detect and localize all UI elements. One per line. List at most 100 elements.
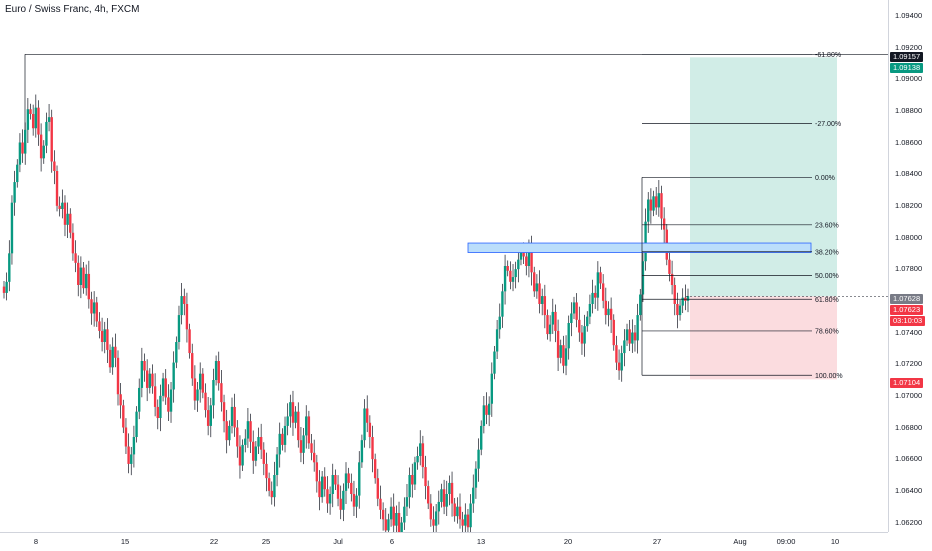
- candle: [620, 345, 623, 382]
- candle-body: [681, 297, 684, 306]
- candle: [400, 516, 403, 532]
- candle: [74, 240, 77, 273]
- long-position-tool: [690, 57, 837, 380]
- candle-body: [411, 475, 414, 485]
- candle: [273, 461, 276, 507]
- candle-body: [678, 305, 682, 316]
- candle-body: [39, 134, 43, 159]
- candle-body: [416, 456, 419, 463]
- candle: [108, 344, 112, 373]
- candle-body: [472, 487, 475, 504]
- candle: [678, 300, 682, 321]
- candle-body: [461, 519, 464, 526]
- candle: [639, 288, 642, 321]
- candle: [540, 288, 544, 316]
- candle: [636, 303, 639, 354]
- candle: [469, 494, 472, 532]
- candle: [543, 284, 547, 329]
- candle: [61, 189, 64, 219]
- candle: [601, 274, 605, 309]
- candle: [143, 353, 146, 382]
- candle: [151, 364, 154, 394]
- candle-body: [556, 330, 560, 358]
- price-tick: 1.08400: [895, 169, 923, 179]
- price-tag-target: 1.09157: [890, 52, 924, 62]
- candle-body: [376, 478, 380, 499]
- candle-body: [61, 202, 64, 209]
- candle: [644, 208, 647, 271]
- candle: [259, 423, 263, 460]
- candle-body: [530, 247, 533, 273]
- price-chart[interactable]: -61.80% -27.00% 0.00% 23.60% 38.20% 50.00% 61.…: [0, 0, 888, 532]
- time-tick: 20: [563, 537, 573, 546]
- symbol-title[interactable]: Euro / Swiss Franc, 4h, FXCM: [5, 4, 140, 15]
- candle-body: [639, 294, 642, 316]
- candle: [185, 292, 189, 343]
- fib-level-label: -61.80%: [815, 52, 841, 59]
- candle-body: [50, 117, 53, 162]
- candle-body: [252, 441, 255, 461]
- candle-body: [657, 193, 661, 208]
- candle: [331, 463, 334, 508]
- trendlines: [24, 53, 888, 297]
- candle: [212, 368, 215, 419]
- candle-body: [318, 481, 321, 498]
- candle-body: [37, 107, 40, 135]
- candle-body: [347, 473, 350, 483]
- candle-body: [540, 296, 544, 304]
- candle-body: [636, 315, 639, 341]
- price-axis[interactable]: 1.09400 1.09200 1.09000 1.08800 1.08600 1.084…: [888, 0, 932, 532]
- candle-body: [230, 406, 234, 426]
- candle-body: [485, 405, 488, 415]
- candle-body: [464, 514, 467, 526]
- candle-body: [397, 513, 401, 532]
- candle-body: [448, 482, 451, 494]
- candle: [596, 261, 600, 311]
- candle-body: [69, 213, 72, 233]
- candle: [114, 333, 117, 368]
- candle: [686, 288, 690, 313]
- candle-body: [236, 427, 239, 447]
- candle: [647, 192, 650, 233]
- fib-level-label: 38.20%: [815, 249, 839, 256]
- candle: [371, 425, 374, 473]
- price-tick: 1.06800: [895, 422, 923, 432]
- candle: [373, 453, 377, 484]
- fib-level-label: 78.60%: [815, 328, 839, 335]
- time-axis[interactable]: 8 15 22 25 Jul 6 13 20 27 Aug 09:00 10: [0, 532, 888, 551]
- candle: [244, 429, 247, 453]
- candle-body: [405, 497, 409, 507]
- candle: [275, 446, 279, 487]
- candle-body: [633, 332, 637, 341]
- candle-body: [45, 121, 48, 146]
- candle: [389, 497, 393, 527]
- time-tick: 6: [389, 537, 395, 546]
- candle: [204, 383, 207, 418]
- supply-zone: [467, 242, 812, 253]
- candle-body: [74, 253, 77, 263]
- chart-area[interactable]: -61.80% -27.00% 0.00% 23.60% 38.20% 50.00% 61.…: [0, 0, 888, 532]
- candle-body: [209, 405, 212, 426]
- candle: [217, 351, 220, 391]
- candle: [466, 509, 470, 532]
- candle-body: [599, 272, 602, 284]
- price-tag-current: 1.07623: [890, 305, 924, 315]
- candle-body: [10, 202, 14, 254]
- candle-body: [188, 329, 191, 354]
- candle-body: [543, 296, 547, 316]
- candle: [517, 248, 520, 283]
- price-tag-countdown: 03:10:03: [890, 316, 926, 326]
- candle-body: [334, 475, 337, 485]
- fib-level-label: 23.60%: [815, 222, 839, 229]
- candle-body: [450, 482, 454, 504]
- candle-body: [82, 267, 85, 289]
- candle-body: [432, 519, 435, 526]
- candle-body: [458, 506, 462, 520]
- fib-level-label: 100.00%: [815, 373, 843, 380]
- candle: [175, 336, 178, 369]
- candle-body: [623, 340, 626, 354]
- candle-body: [302, 435, 305, 453]
- candle-body: [257, 437, 260, 447]
- candle: [281, 428, 284, 451]
- candle-body: [456, 506, 459, 517]
